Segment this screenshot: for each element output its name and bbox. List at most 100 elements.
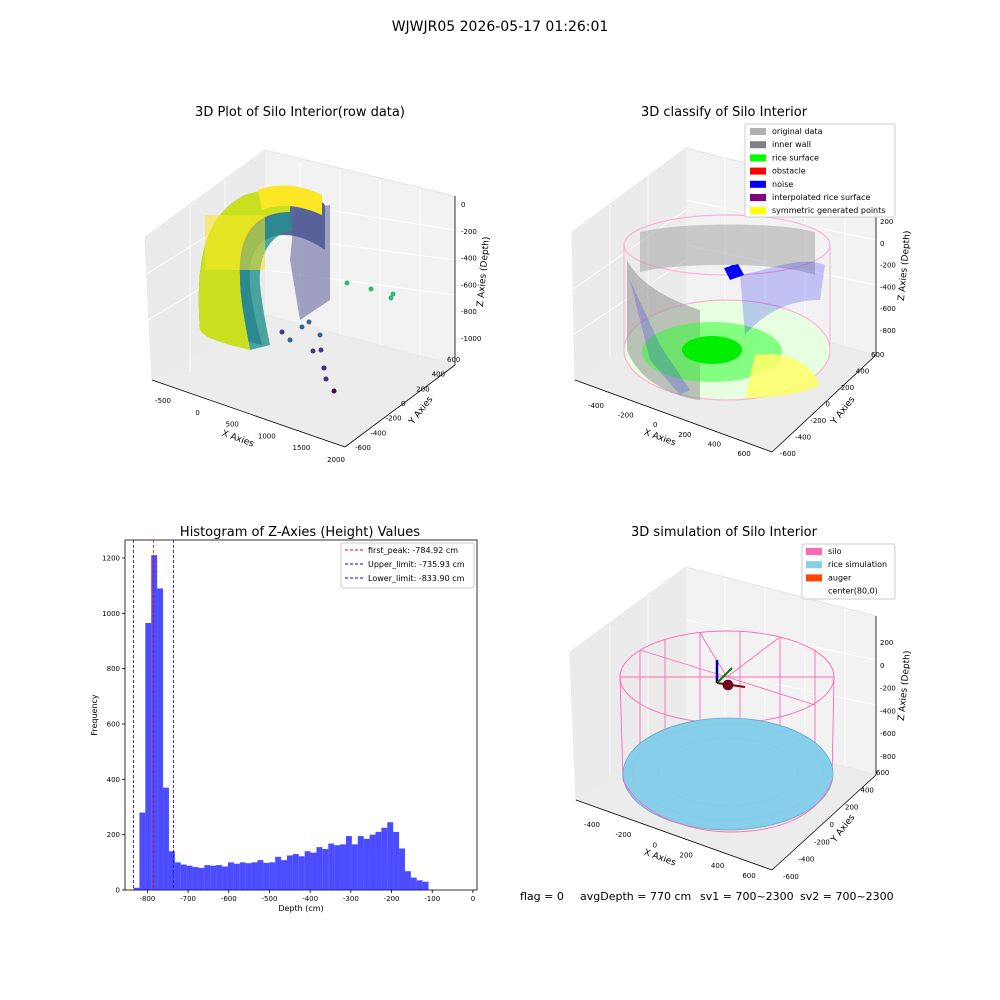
histogram-bar [310,852,317,890]
sim-x-tick: 200 [680,852,693,860]
histogram-bar [369,834,376,890]
panel-simulation-title: 3D simulation of Silo Interior [631,525,818,540]
histogram-bar [363,838,370,890]
sim-legend: silo rice simulation auger center(80,0) [801,543,896,600]
histogram-bar [410,877,417,890]
sim-legend-item-swatch [806,548,822,555]
histogram-bar [263,862,270,890]
sim-y-tick: -200 [814,838,830,846]
histogram-bar [381,827,388,890]
histogram-bar [174,862,181,890]
classify-y-axis-label: Y Axies [829,395,858,428]
histogram-x-tick: -500 [262,895,278,903]
classify-legend-item-swatch [750,180,766,188]
sim-y-tick: 200 [845,804,858,812]
histogram-x-ticks: -800 -700 -600 -500 -400 -300 -200 -100 0 [139,890,475,903]
raw-x-tick-labels: -500 0 500 1000 1500 2000 [155,397,345,464]
histogram-bar [275,856,282,890]
histogram-bar [345,836,352,890]
histogram-y-ticks: 0 200 400 600 800 1000 1200 [102,554,125,895]
sim-z-tick-labels: 200 0 -200 -400 -600 -800 [880,639,896,761]
histogram-plot-area [124,539,478,891]
classify-legend-item-swatch [750,154,766,162]
sim-y-axis-label: Y Axies [829,813,858,846]
histogram-bar [298,856,305,890]
histogram-bar [340,844,346,890]
histogram-bar [351,844,358,890]
histogram-y-tick: 400 [107,776,120,784]
histogram-bar [269,862,276,890]
histogram-bar [180,864,187,890]
histogram-bar [257,860,264,890]
raw-point-cloud [198,185,330,350]
histogram-bar [233,863,240,890]
histogram-x-tick: -100 [424,895,440,903]
classify-z-tick: -200 [880,262,896,270]
histogram-bar [216,865,223,890]
classify-x-axis-label: X Axies [642,428,677,449]
classify-z-tick-labels: 200 0 -200 -400 -600 -800 [880,218,896,335]
raw-z-tick: -200 [461,228,477,236]
histogram-bar [133,887,140,890]
sim-legend-item-label: rice simulation [828,560,887,569]
panel-histogram: Histogram of Z-Axies (Height) Values -80… [90,525,478,913]
sim-y-tick: 0 [830,821,834,829]
footer-sv1: sv1 = 700~2300 [700,890,794,903]
sim-legend-item-swatch [806,574,822,582]
sim-x-tick: 600 [742,872,755,880]
raw-z-tick: -800 [461,308,477,316]
raw-x-tick: 1000 [258,432,276,440]
raw-upper-band [205,215,265,270]
histogram-bar [387,822,394,890]
classify-legend-item-swatch [750,128,766,135]
raw-x-tick: 0 [195,409,199,417]
raw-x-tick: 2000 [327,456,345,464]
raw-z-tick-labels: 0 -200 -400 -600 -800 -1000 [461,201,481,343]
histogram-y-tick: 1200 [102,554,120,562]
histogram-bar [145,623,152,890]
histogram-x-tick: -800 [139,895,155,903]
classify-legend-item-swatch [750,194,766,201]
sim-legend-item-swatch [806,561,822,569]
figure-title: WJWJR05 2026-05-17 01:26:01 [392,19,609,35]
sim-z-tick: -800 [880,753,896,761]
raw-z-tick: 0 [461,201,465,209]
sim-legend-item-label: silo [828,547,842,556]
histogram-bar [239,862,246,890]
classify-legend-item-label: symmetric generated points [772,206,885,215]
raw-y-tick: 0 [401,400,405,408]
classify-x-tick: 400 [708,440,721,448]
raw-z-tick: -1000 [461,335,481,343]
sim-x-axis-label: X Axies [642,848,677,869]
histogram-title: Histogram of Z-Axies (Height) Values [180,525,420,540]
sim-y-tick: 400 [861,786,874,794]
classify-rice-surface [642,322,782,382]
histogram-legend: first_peak: -784.92 cm Upper_limit: -735.… [340,542,475,589]
histogram-bar [204,865,211,890]
raw-x-axis-label: X Axies [220,429,255,450]
histogram-bar [399,848,405,890]
histogram-x-tick: -700 [180,895,196,903]
raw-x-tick: 500 [226,421,239,429]
panel-simulation-3d: 3D simulation of Silo Interior [569,525,913,881]
histogram-bar [404,871,411,890]
footer-flag: flag = 0 [520,890,564,903]
classify-x-tick: 200 [678,431,691,439]
histogram-legend-label: Lower_limit: -833.90 cm [368,574,465,583]
classify-legend-item-label: inner wall [772,140,811,149]
classify-y-tick: 600 [871,351,884,359]
histogram-y-tick: 1000 [102,610,120,618]
raw-y-axis-label: Y Axies [407,395,436,428]
histogram-bar [227,862,234,890]
raw-outlier-points [279,280,396,394]
sim-legend-item-label: auger [828,573,852,582]
histogram-bar [210,865,217,890]
histogram-legend-label: Upper_limit: -735.93 cm [368,560,465,569]
classify-y-tick: 200 [841,384,854,392]
histogram-y-axis-label: Frequency [90,694,99,736]
histogram-bar [245,863,252,890]
histogram-bar [281,860,287,890]
histogram-legend-label: first_peak: -784.92 cm [368,546,458,555]
footer-sv2: sv2 = 700~2300 [800,890,894,903]
